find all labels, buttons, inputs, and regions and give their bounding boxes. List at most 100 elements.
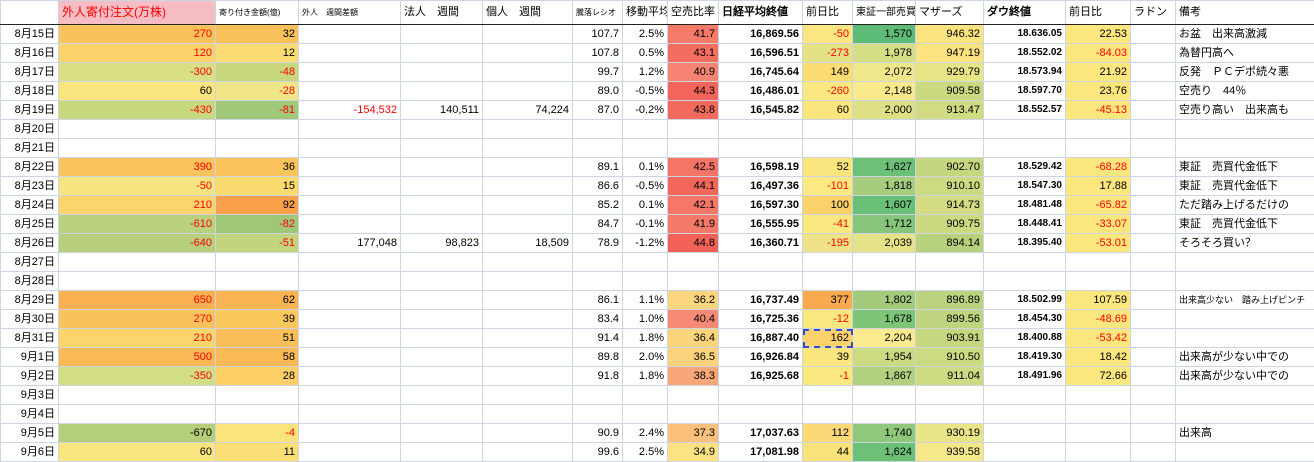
cell-dow_chg[interactable]: -48.69: [1066, 310, 1131, 329]
cell-short_ratio[interactable]: 36.2: [668, 291, 719, 310]
cell-corp_weekly[interactable]: [401, 310, 483, 329]
cell-radon[interactable]: [1131, 139, 1176, 158]
cell-remark[interactable]: [1176, 139, 1314, 158]
cell-foreign_order[interactable]: [59, 139, 216, 158]
cell-foreign_order[interactable]: [59, 386, 216, 405]
cell-foreign_weekly[interactable]: [299, 367, 401, 386]
cell-radon[interactable]: [1131, 348, 1176, 367]
cell-foreign_weekly[interactable]: [299, 44, 401, 63]
cell-dow_chg[interactable]: -84.03: [1066, 44, 1131, 63]
cell-date[interactable]: 8月18日: [1, 82, 59, 101]
cell-open_amount[interactable]: 36: [216, 158, 299, 177]
cell-ma[interactable]: -0.5%: [623, 82, 668, 101]
cell-foreign_order[interactable]: 650: [59, 291, 216, 310]
cell-open_amount[interactable]: -81: [216, 101, 299, 120]
cell-foreign_weekly[interactable]: [299, 424, 401, 443]
cell-radon[interactable]: [1131, 101, 1176, 120]
cell-ratio[interactable]: 89.8: [573, 348, 623, 367]
cell-corp_weekly[interactable]: [401, 63, 483, 82]
cell-nikkei[interactable]: 16,926.84: [719, 348, 803, 367]
cell-ma[interactable]: [623, 272, 668, 291]
header-ratio[interactable]: 騰落レシオ: [573, 1, 623, 25]
cell-dow_chg[interactable]: [1066, 139, 1131, 158]
cell-remark[interactable]: 為替円高へ: [1176, 44, 1314, 63]
cell-foreign_weekly[interactable]: [299, 82, 401, 101]
cell-dow_chg[interactable]: 21.92: [1066, 63, 1131, 82]
cell-ratio[interactable]: 85.2: [573, 196, 623, 215]
cell-corp_weekly[interactable]: [401, 253, 483, 272]
cell-corp_weekly[interactable]: [401, 424, 483, 443]
cell-tosho[interactable]: 1,802: [853, 291, 916, 310]
cell-tosho[interactable]: 1,712: [853, 215, 916, 234]
cell-date[interactable]: 8月31日: [1, 329, 59, 348]
cell-nikkei_chg[interactable]: 52: [803, 158, 853, 177]
cell-short_ratio[interactable]: [668, 386, 719, 405]
cell-foreign_weekly[interactable]: [299, 158, 401, 177]
cell-foreign_weekly[interactable]: [299, 386, 401, 405]
cell-foreign_order[interactable]: [59, 405, 216, 424]
cell-dow_chg[interactable]: [1066, 120, 1131, 139]
cell-nikkei_chg[interactable]: -101: [803, 177, 853, 196]
cell-ratio[interactable]: 107.7: [573, 25, 623, 44]
cell-nikkei_chg[interactable]: 112: [803, 424, 853, 443]
cell-dow_chg[interactable]: [1066, 424, 1131, 443]
cell-tosho[interactable]: 1,818: [853, 177, 916, 196]
cell-indiv_weekly[interactable]: [483, 158, 573, 177]
cell-ma[interactable]: 1.8%: [623, 329, 668, 348]
cell-ma[interactable]: 2.4%: [623, 424, 668, 443]
cell-foreign_order[interactable]: [59, 272, 216, 291]
header-dow_chg[interactable]: 前日比: [1066, 1, 1131, 25]
cell-short_ratio[interactable]: 44.1: [668, 177, 719, 196]
cell-ratio[interactable]: 91.8: [573, 367, 623, 386]
cell-tosho[interactable]: 1,867: [853, 367, 916, 386]
cell-foreign_weekly[interactable]: -154,532: [299, 101, 401, 120]
cell-ma[interactable]: -0.2%: [623, 101, 668, 120]
cell-remark[interactable]: 空売り 44％: [1176, 82, 1314, 101]
header-indiv_weekly[interactable]: 個人 週間: [483, 1, 573, 25]
cell-ma[interactable]: [623, 139, 668, 158]
cell-dow[interactable]: 18.547.30: [984, 177, 1066, 196]
cell-date[interactable]: 8月27日: [1, 253, 59, 272]
cell-nikkei_chg[interactable]: [803, 386, 853, 405]
cell-radon[interactable]: [1131, 234, 1176, 253]
cell-open_amount[interactable]: -28: [216, 82, 299, 101]
cell-nikkei_chg[interactable]: [803, 253, 853, 272]
cell-short_ratio[interactable]: 36.5: [668, 348, 719, 367]
cell-dow[interactable]: 18.400.88: [984, 329, 1066, 348]
cell-ratio[interactable]: 78.9: [573, 234, 623, 253]
cell-open_amount[interactable]: 92: [216, 196, 299, 215]
cell-nikkei[interactable]: [719, 386, 803, 405]
cell-short_ratio[interactable]: [668, 272, 719, 291]
cell-nikkei[interactable]: 17,081.98: [719, 443, 803, 462]
cell-dow_chg[interactable]: [1066, 386, 1131, 405]
cell-radon[interactable]: [1131, 215, 1176, 234]
cell-radon[interactable]: [1131, 310, 1176, 329]
cell-tosho[interactable]: 1,978: [853, 44, 916, 63]
cell-foreign_order[interactable]: -430: [59, 101, 216, 120]
cell-ratio[interactable]: 83.4: [573, 310, 623, 329]
header-radon[interactable]: ラドン: [1131, 1, 1176, 25]
cell-open_amount[interactable]: 62: [216, 291, 299, 310]
cell-date[interactable]: 9月3日: [1, 386, 59, 405]
cell-short_ratio[interactable]: 36.4: [668, 329, 719, 348]
cell-nikkei[interactable]: 16,597.30: [719, 196, 803, 215]
cell-indiv_weekly[interactable]: [483, 348, 573, 367]
cell-ratio[interactable]: 99.7: [573, 63, 623, 82]
cell-remark[interactable]: [1176, 443, 1314, 462]
cell-open_amount[interactable]: [216, 139, 299, 158]
cell-remark[interactable]: 出来高が少ない中での: [1176, 367, 1314, 386]
cell-foreign_weekly[interactable]: [299, 253, 401, 272]
cell-remark[interactable]: [1176, 272, 1314, 291]
cell-foreign_order[interactable]: 500: [59, 348, 216, 367]
cell-open_amount[interactable]: 11: [216, 443, 299, 462]
cell-mothers[interactable]: 939.58: [916, 443, 984, 462]
cell-corp_weekly[interactable]: [401, 158, 483, 177]
cell-nikkei_chg[interactable]: [803, 405, 853, 424]
cell-ma[interactable]: 2.0%: [623, 348, 668, 367]
cell-remark[interactable]: 出来高少ない 踏み上げピンチ: [1176, 291, 1314, 310]
cell-tosho[interactable]: 2,000: [853, 101, 916, 120]
cell-open_amount[interactable]: 39: [216, 310, 299, 329]
cell-nikkei[interactable]: 16,598.19: [719, 158, 803, 177]
cell-ma[interactable]: 0.1%: [623, 158, 668, 177]
cell-nikkei[interactable]: 16,745.64: [719, 63, 803, 82]
